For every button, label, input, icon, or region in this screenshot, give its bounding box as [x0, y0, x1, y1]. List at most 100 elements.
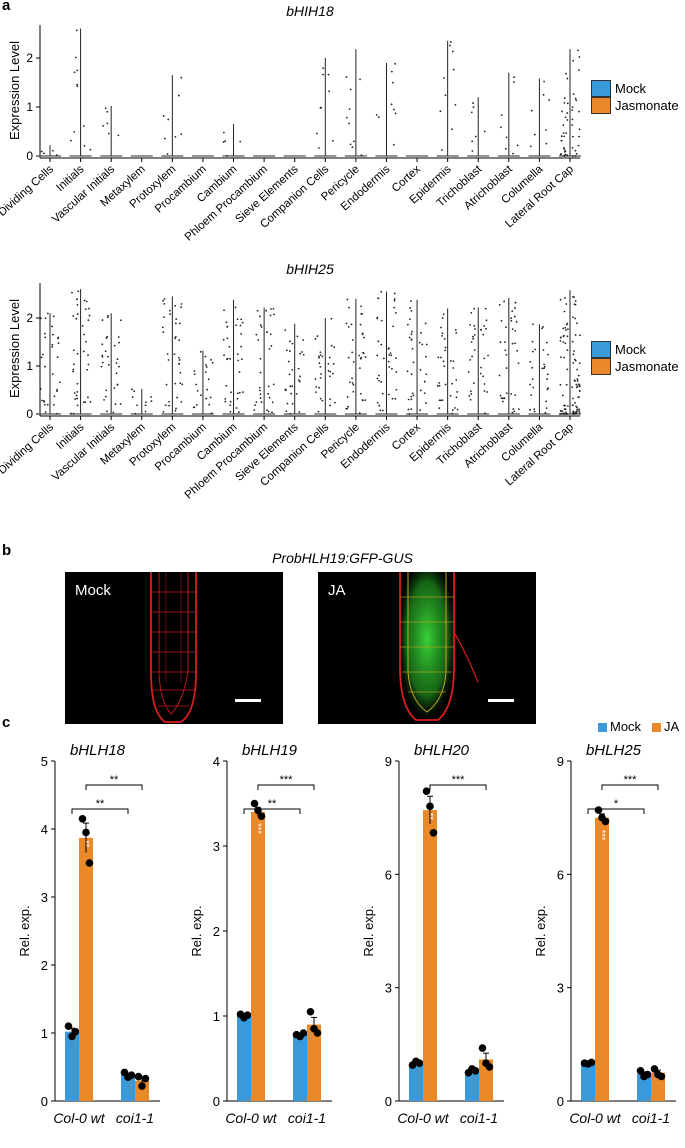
expression-point — [205, 364, 207, 366]
expression-point — [55, 390, 58, 393]
expression-point — [41, 399, 43, 402]
expression-point — [455, 332, 458, 334]
expression-point — [533, 133, 536, 136]
expression-point — [298, 411, 301, 414]
expression-point — [330, 344, 333, 347]
significance-label: ** — [110, 774, 119, 786]
expression-point — [53, 403, 55, 406]
expression-point — [376, 402, 379, 404]
expression-point — [116, 358, 119, 361]
expression-point — [289, 412, 292, 415]
expression-point — [361, 312, 363, 315]
significance-bracket — [85, 784, 143, 790]
expression-point — [178, 339, 181, 341]
expression-point — [75, 29, 78, 32]
expression-point — [571, 135, 574, 138]
expression-point — [547, 387, 550, 389]
bar-coi1-1-mock — [121, 1075, 135, 1101]
expression-point — [40, 150, 43, 153]
y-tick-label: 3 — [385, 981, 392, 996]
bar-col-0-wt-mock — [409, 1063, 423, 1101]
expression-point — [574, 149, 577, 152]
expression-point — [316, 132, 318, 135]
expression-point — [100, 365, 103, 368]
expression-point — [56, 412, 58, 415]
expression-point — [563, 412, 566, 415]
expression-point — [577, 374, 580, 377]
significance-label: *** — [452, 774, 466, 786]
expression-point — [317, 410, 320, 413]
expression-point — [560, 412, 563, 415]
expression-point — [566, 349, 569, 352]
expression-point — [88, 314, 91, 317]
expression-point — [255, 333, 258, 336]
expression-point — [410, 408, 413, 411]
expression-point — [531, 340, 534, 343]
expression-point — [290, 392, 293, 395]
expression-point — [574, 155, 577, 157]
expression-point — [174, 382, 177, 385]
expression-point — [572, 397, 574, 400]
expression-point — [364, 356, 367, 358]
expression-point — [174, 335, 177, 338]
expression-point — [563, 101, 566, 104]
expression-point — [346, 298, 349, 301]
expression-point — [236, 318, 239, 321]
significance-label: ** — [96, 798, 105, 810]
significance-bracket — [71, 808, 129, 814]
expression-point — [480, 328, 482, 331]
expression-point — [82, 401, 85, 404]
expression-point — [118, 365, 120, 368]
expression-point — [410, 333, 413, 335]
expression-point — [76, 85, 79, 88]
expression-point — [395, 371, 398, 373]
expression-point — [72, 349, 75, 352]
expression-point — [329, 398, 332, 401]
bar-col-0-wt-ja — [595, 817, 609, 1101]
expression-point — [455, 396, 458, 399]
expression-point — [333, 346, 336, 349]
expression-point — [563, 148, 566, 151]
expression-point — [51, 373, 54, 375]
expression-point — [437, 356, 440, 359]
expression-point — [52, 149, 54, 152]
expression-point — [561, 394, 564, 397]
expression-point — [512, 408, 515, 410]
expression-point — [85, 300, 88, 303]
expression-point — [530, 109, 533, 112]
expression-point — [514, 342, 516, 345]
expression-point — [575, 412, 577, 415]
expression-point — [351, 377, 353, 380]
expression-point — [271, 401, 274, 404]
expression-point — [505, 367, 508, 369]
expression-point — [267, 385, 270, 388]
expression-point — [107, 314, 110, 317]
expression-point — [225, 321, 228, 324]
expression-point — [330, 317, 333, 320]
expression-point — [332, 362, 335, 365]
expression-point — [352, 383, 355, 386]
expression-point — [573, 413, 576, 415]
expression-point — [168, 309, 171, 312]
expression-point — [269, 333, 272, 336]
expression-point — [236, 353, 239, 356]
expression-point — [322, 67, 324, 70]
expression-point — [210, 412, 213, 415]
bar-col-0-wt-ja — [423, 810, 437, 1101]
expression-point — [564, 326, 567, 329]
expression-point — [319, 365, 322, 368]
expression-point — [531, 378, 534, 380]
bar-coi1-1-mock — [293, 1034, 307, 1101]
expression-point — [573, 358, 576, 361]
expression-point — [572, 410, 575, 413]
expression-point — [510, 319, 513, 322]
expression-point — [272, 383, 275, 386]
expression-point — [387, 360, 390, 363]
expression-point — [329, 404, 331, 407]
expression-point — [199, 350, 202, 353]
expression-point — [242, 391, 244, 394]
y-tick-label: 9 — [557, 754, 564, 769]
expression-point — [409, 307, 411, 309]
expression-point — [576, 380, 579, 382]
